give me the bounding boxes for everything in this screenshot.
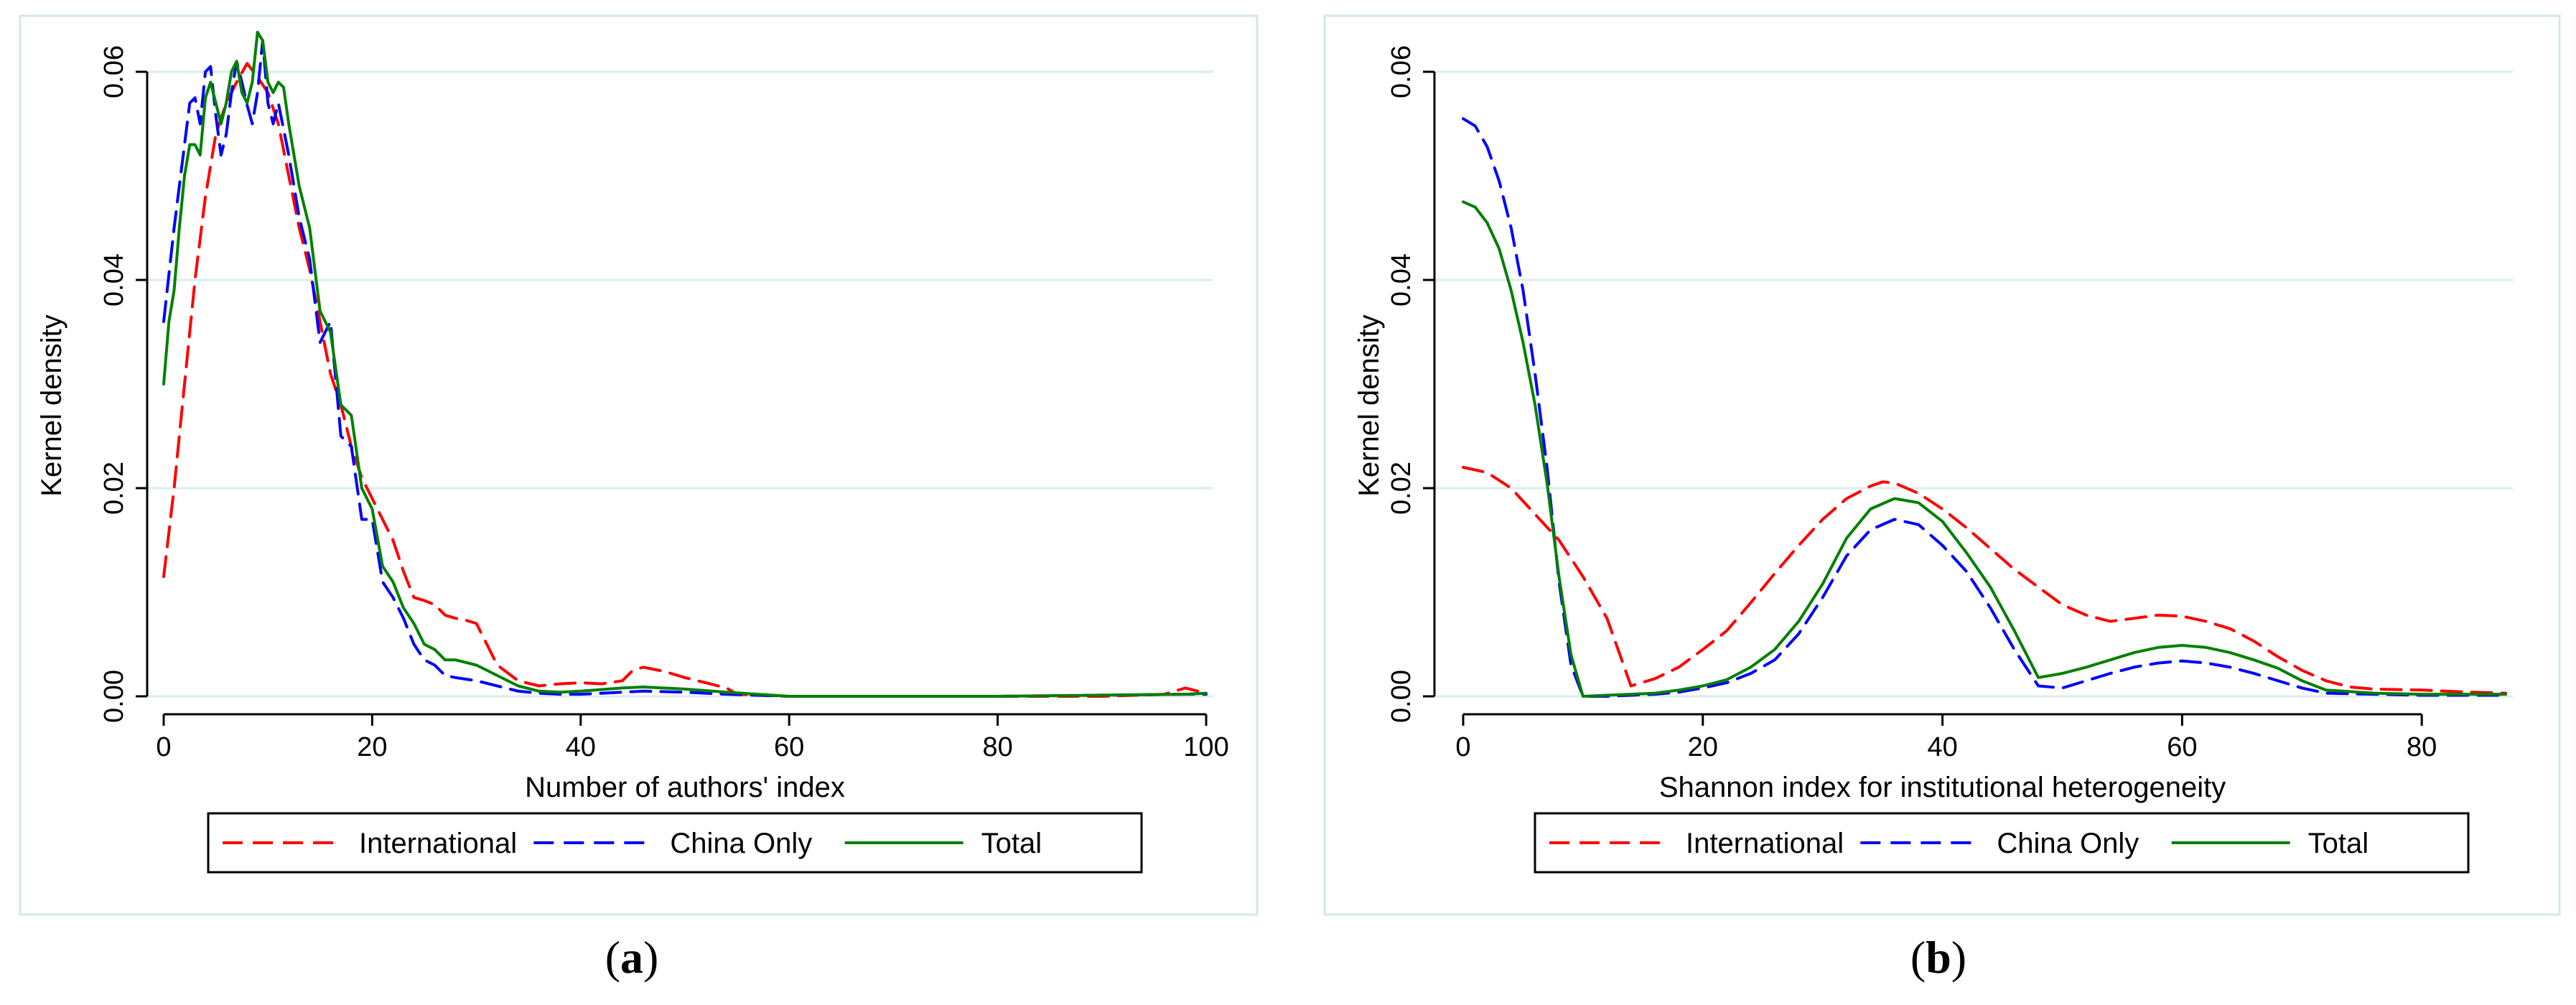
x-tick-label: 20 bbox=[357, 732, 387, 762]
caption-letter: b bbox=[1926, 932, 1951, 983]
legend-box bbox=[207, 812, 1143, 874]
legend-label: International bbox=[1686, 828, 1844, 859]
legend-box bbox=[1534, 812, 2470, 874]
legend-label: Total bbox=[2308, 828, 2369, 859]
y-tick-label: 0.04 bbox=[1386, 253, 1417, 307]
series-line-total bbox=[1462, 200, 2507, 698]
chart-panel-b: 0.00 0.02 0.04 0.06 0 20 40 60 80 Shannon index f… bbox=[1323, 14, 2561, 983]
y-tick-label: 0.00 bbox=[1386, 670, 1417, 723]
x-tick-label: 40 bbox=[566, 732, 596, 762]
legend-label: International bbox=[359, 828, 517, 859]
y-tick-label: 0.06 bbox=[99, 45, 129, 98]
x-tick-label: 0 bbox=[1455, 732, 1470, 762]
caption-paren-close: ) bbox=[643, 932, 658, 983]
x-tick-label: 40 bbox=[1927, 732, 1957, 762]
legend: International China Only Total bbox=[1534, 812, 2470, 874]
chart-panel-a: 0.00 0.02 0.04 0.06 0 20 40 60 80 100 Number of au… bbox=[19, 14, 1259, 983]
x-axis-title: Shannon index for institutional heteroge… bbox=[1659, 772, 2226, 803]
y-axis-title: Kernel density bbox=[36, 314, 67, 496]
series-line-total bbox=[162, 30, 1208, 698]
y-tick-label: 0.00 bbox=[99, 670, 129, 723]
legend-label: China Only bbox=[1997, 828, 2139, 859]
x-tick-label: 60 bbox=[774, 732, 804, 762]
x-tick-label: 20 bbox=[1688, 732, 1718, 762]
legend-label: China Only bbox=[670, 828, 812, 859]
panel-frame bbox=[19, 14, 1259, 916]
panel-caption: (a) bbox=[605, 932, 659, 983]
panel-caption: (b) bbox=[1910, 932, 1966, 983]
y-tick-label: 0.02 bbox=[99, 462, 129, 515]
x-tick-label: 0 bbox=[156, 732, 171, 762]
legend-label: Total bbox=[981, 828, 1042, 859]
x-tick-label: 80 bbox=[2407, 732, 2437, 762]
y-tick-label: 0.06 bbox=[1386, 45, 1417, 98]
y-tick-label: 0.02 bbox=[1386, 462, 1417, 515]
series-line-international bbox=[162, 62, 1208, 698]
caption-paren-close: ) bbox=[1951, 932, 1966, 983]
panel-frame bbox=[1323, 14, 2561, 916]
x-tick-label: 100 bbox=[1183, 732, 1228, 762]
y-tick-label: 0.04 bbox=[99, 253, 129, 307]
x-axis-title: Number of authors' index bbox=[525, 772, 845, 803]
caption-letter: a bbox=[620, 932, 643, 983]
y-axis-title: Kernel density bbox=[1353, 314, 1385, 496]
caption-paren-open: ( bbox=[1910, 932, 1926, 983]
series-line-international bbox=[1462, 466, 2507, 695]
legend: International China Only Total bbox=[207, 812, 1143, 874]
x-tick-label: 80 bbox=[982, 732, 1012, 762]
series-line-china-only bbox=[162, 39, 1208, 698]
x-tick-label: 60 bbox=[2167, 732, 2197, 762]
caption-paren-open: ( bbox=[605, 932, 620, 983]
